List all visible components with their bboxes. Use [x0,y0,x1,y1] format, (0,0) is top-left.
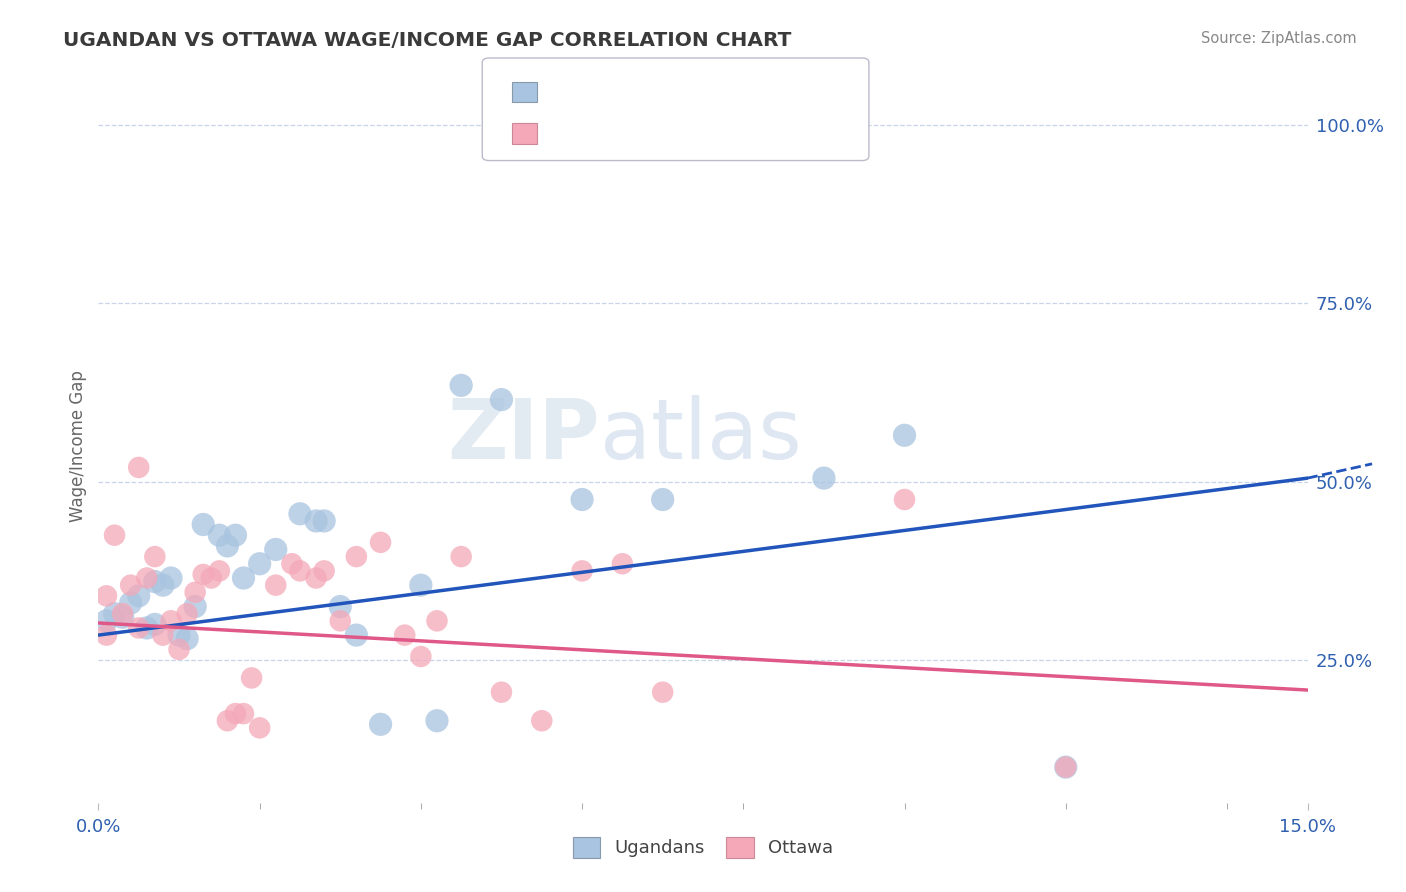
Point [370,717,392,731]
Point [103,528,125,542]
Point [135,571,157,585]
Point [120,596,142,610]
Point [305,514,328,528]
Legend: Ugandans, Ottawa: Ugandans, Ottawa [565,830,841,865]
Text: N =: N = [655,87,695,105]
Point [193,567,215,582]
Text: ZIP: ZIP [447,395,600,475]
Point [135,621,157,635]
Point [128,621,150,635]
Point [111,610,134,624]
Point [450,549,472,564]
Point [329,599,352,614]
Point [305,571,328,585]
Point [232,571,254,585]
Point [184,599,207,614]
Point [893,492,915,507]
Point [288,507,311,521]
Point [314,564,336,578]
Point [120,578,142,592]
Point [409,649,432,664]
Text: UGANDAN VS OTTAWA WAGE/INCOME GAP CORRELATION CHART: UGANDAN VS OTTAWA WAGE/INCOME GAP CORREL… [63,31,792,50]
Text: R =: R = [550,87,589,105]
Point [208,528,231,542]
Point [1054,760,1077,774]
Point [224,706,246,721]
Text: R =: R = [550,128,589,146]
Point [184,585,207,599]
Point [344,549,367,564]
Point [612,557,634,571]
Point [426,614,449,628]
Point [167,628,190,642]
Point [176,632,198,646]
Point [167,642,190,657]
Point [571,564,593,578]
Point [344,628,367,642]
Point [160,614,183,628]
Point [491,392,513,407]
Point [111,607,134,621]
Point [143,617,166,632]
Y-axis label: Wage/Income Gap: Wage/Income Gap [69,370,87,522]
Text: 0.302: 0.302 [579,87,636,105]
Point [491,685,513,699]
Point [128,460,150,475]
Point [409,578,432,592]
Point [249,557,271,571]
Point [152,578,174,592]
Point [103,607,125,621]
Point [893,428,915,442]
Text: Source: ZipAtlas.com: Source: ZipAtlas.com [1201,31,1357,46]
Point [813,471,835,485]
Point [571,492,593,507]
Point [240,671,263,685]
Point [96,589,118,603]
Point [288,564,311,578]
Point [128,589,150,603]
Text: N =: N = [655,128,695,146]
Point [208,564,231,578]
Point [394,628,416,642]
Point [176,607,198,621]
Point [651,685,673,699]
Text: atlas: atlas [600,395,801,475]
Point [450,378,472,392]
Point [96,628,118,642]
Point [217,539,239,553]
Point [143,549,166,564]
Point [200,571,222,585]
Point [224,528,246,542]
Point [651,492,673,507]
Point [370,535,392,549]
Text: 35: 35 [685,87,710,105]
Point [217,714,239,728]
Point [426,714,449,728]
Point [160,571,183,585]
Point [193,517,215,532]
Text: -0.106: -0.106 [579,128,644,146]
Point [232,706,254,721]
Point [264,578,287,592]
Point [281,557,304,571]
Point [96,614,118,628]
Point [264,542,287,557]
Point [249,721,271,735]
Point [1054,760,1077,774]
Point [143,574,166,589]
Text: 41: 41 [685,128,710,146]
Point [152,628,174,642]
Point [530,714,553,728]
Point [314,514,336,528]
Point [329,614,352,628]
